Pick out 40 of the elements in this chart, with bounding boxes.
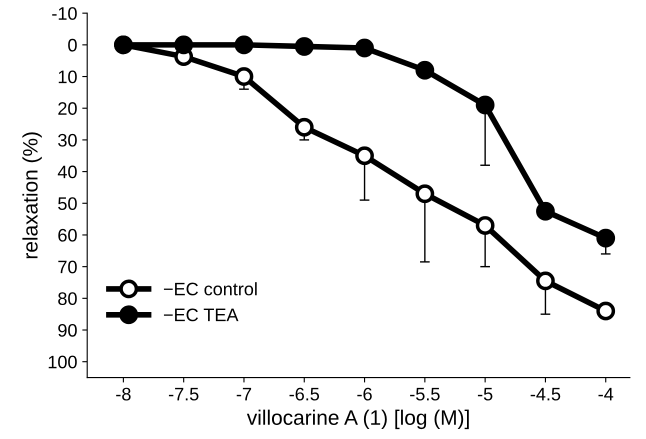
point <box>355 38 374 58</box>
legend-label: −EC control <box>164 282 257 296</box>
x-tick-label: -8 <box>116 388 131 401</box>
point <box>536 272 555 290</box>
y-tick-label: 50 <box>58 197 77 210</box>
point <box>174 35 194 54</box>
x-tick-label: -4.5 <box>530 388 560 401</box>
y-tick-label: 30 <box>58 134 77 147</box>
y-tick-label: 20 <box>58 102 77 115</box>
y-tick-label: 90 <box>58 324 77 337</box>
x-tick-label: -6.5 <box>290 388 320 401</box>
y-tick-label: 100 <box>48 356 77 368</box>
point <box>355 146 374 166</box>
x-tick-label: -6 <box>357 388 372 401</box>
y-tick-label: 80 <box>58 292 77 306</box>
x-tick-label: -5 <box>478 388 492 401</box>
y-tick-label: -10 <box>52 7 77 20</box>
point <box>234 35 254 54</box>
x-tick-label: -7.5 <box>168 388 198 401</box>
point <box>294 37 314 56</box>
y-tick-label: 10 <box>58 70 77 84</box>
y-tick-label: 70 <box>58 260 77 274</box>
y-tick-label: 40 <box>58 166 77 178</box>
point <box>596 228 616 248</box>
y-tick-label: 60 <box>58 228 77 242</box>
point <box>536 202 555 221</box>
point <box>476 96 495 114</box>
point <box>476 216 495 235</box>
x-tick-label: -5.5 <box>410 388 440 401</box>
y-axis-title: relaxation (%) <box>22 132 42 258</box>
x-tick-label: -7 <box>236 388 252 400</box>
point <box>415 60 434 80</box>
x-axis-title: villocarine A (1) [log (M)] <box>246 410 469 430</box>
y-tick-label: 0 <box>68 38 77 52</box>
point <box>294 118 314 137</box>
legend-label: −EC TEA <box>164 308 238 322</box>
point <box>415 184 434 204</box>
point <box>234 67 254 86</box>
point <box>596 302 616 320</box>
x-tick-label: -4 <box>598 388 614 400</box>
